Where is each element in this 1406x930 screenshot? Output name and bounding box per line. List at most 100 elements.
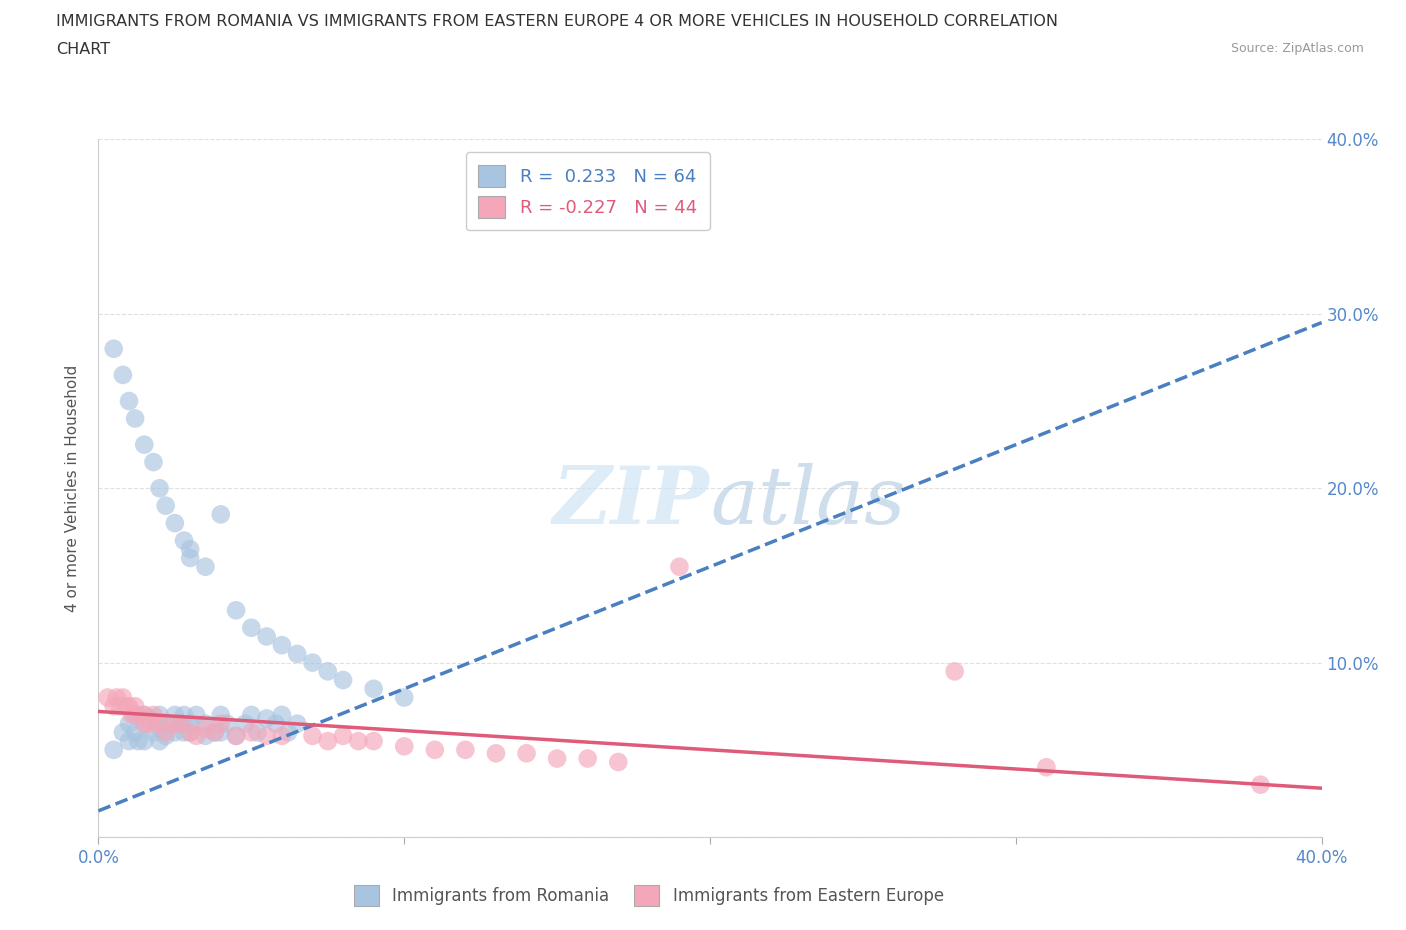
Point [134,437,156,452]
Point [256,629,278,644]
Point [301,728,323,743]
Text: ZIP: ZIP [553,463,710,541]
Point [285,716,308,731]
Point [103,698,125,713]
Point [225,728,247,743]
Point [111,367,134,382]
Point [186,708,208,723]
Text: IMMIGRANTS FROM ROMANIA VS IMMIGRANTS FROM EASTERN EUROPE 4 OR MORE VEHICLES IN : IMMIGRANTS FROM ROMANIA VS IMMIGRANTS FR… [56,14,1059,29]
Point [209,725,232,740]
Point [179,725,201,740]
Point [142,455,165,470]
Point [173,708,195,723]
Point [392,690,416,705]
Point [121,708,143,723]
Point [194,728,217,743]
Point [204,725,226,740]
Point [124,725,146,740]
Point [149,722,172,737]
Point [173,533,195,548]
Point [155,728,177,743]
Legend: Immigrants from Romania, Immigrants from Eastern Europe: Immigrants from Romania, Immigrants from… [347,879,950,912]
Point [516,746,538,761]
Point [225,603,247,618]
Point [363,734,385,749]
Point [363,682,385,697]
Point [134,708,156,723]
Point [607,754,630,769]
Text: atlas: atlas [710,463,905,541]
Point [285,646,308,661]
Point [163,725,186,740]
Point [225,728,247,743]
Point [186,728,208,743]
Point [134,708,156,723]
Point [240,725,263,740]
Point [668,559,690,574]
Point [256,711,278,725]
Point [118,716,141,731]
Point [194,722,217,737]
Point [111,690,134,705]
Point [118,393,141,408]
Point [149,481,172,496]
Point [204,725,226,740]
Y-axis label: 4 or more Vehicles in Household: 4 or more Vehicles in Household [65,365,80,612]
Point [149,734,172,749]
Point [105,690,128,705]
Point [270,638,292,653]
Point [124,708,146,723]
Point [423,742,446,757]
Point [1249,777,1271,792]
Point [546,751,568,766]
Point [108,698,131,713]
Point [1035,760,1057,775]
Point [270,728,292,743]
Point [240,708,263,723]
Point [270,708,292,723]
Point [209,507,232,522]
Point [118,734,141,749]
Point [240,620,263,635]
Point [134,716,156,731]
Point [124,411,146,426]
Point [173,725,195,740]
Point [316,734,339,749]
Point [301,656,323,671]
Point [97,690,120,705]
Point [149,708,172,723]
Text: Source: ZipAtlas.com: Source: ZipAtlas.com [1230,42,1364,55]
Point [179,542,201,557]
Point [194,716,217,731]
Point [103,742,125,757]
Point [233,716,256,731]
Point [115,698,138,713]
Point [392,738,416,753]
Point [134,734,156,749]
Point [454,742,477,757]
Point [332,672,354,687]
Point [170,716,193,731]
Point [215,716,238,731]
Point [347,734,370,749]
Point [170,716,193,731]
Point [246,725,269,740]
Point [103,341,125,356]
Point [157,716,180,731]
Point [179,725,201,740]
Point [179,716,201,731]
Point [485,746,508,761]
Point [576,751,599,766]
Point [127,734,149,749]
Point [179,551,201,565]
Point [155,725,177,740]
Point [163,708,186,723]
Point [155,498,177,513]
Point [124,698,146,713]
Point [256,728,278,743]
Point [264,716,287,731]
Point [139,711,162,725]
Point [332,728,354,743]
Point [209,708,232,723]
Point [163,515,186,530]
